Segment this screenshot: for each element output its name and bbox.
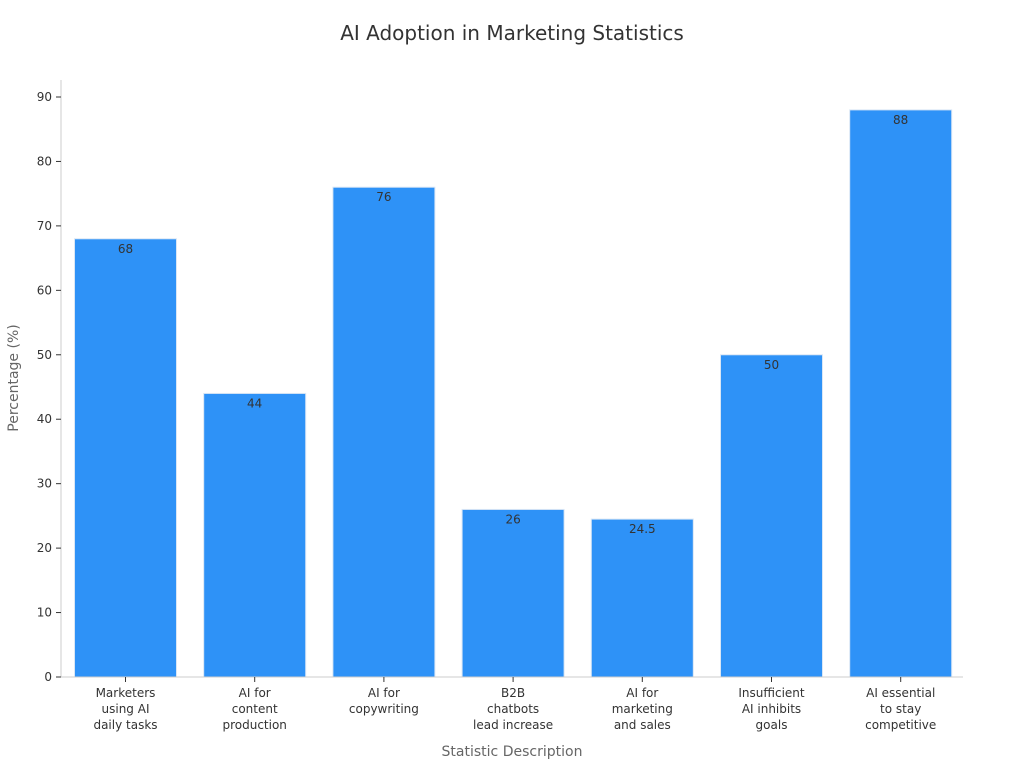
y-tick-label: 30 xyxy=(37,477,52,491)
y-tick-label: 70 xyxy=(37,219,52,233)
bar xyxy=(720,354,823,678)
y-tick-label: 90 xyxy=(37,90,52,104)
bar-value-label: 50 xyxy=(764,358,779,372)
bar xyxy=(849,109,953,678)
x-axis-title: Statistic Description xyxy=(442,744,583,760)
plot-area: 68 44 76 26 24.5 50 88 xyxy=(74,109,953,678)
x-tick-label: AI for marketing and sales xyxy=(612,686,673,732)
x-tick-label: Insufficient AI inhibits goals xyxy=(738,686,805,732)
bar xyxy=(203,392,307,678)
x-tick-label: AI essential to stay competitive xyxy=(865,686,936,732)
bar xyxy=(461,508,565,678)
bar-value-label: 76 xyxy=(376,190,391,204)
bar-value-label: 44 xyxy=(247,396,262,410)
bar xyxy=(74,238,177,678)
chart-title: AI Adoption in Marketing Statistics xyxy=(340,21,684,45)
bar-value-label: 24.5 xyxy=(629,522,656,536)
y-tick-label: 0 xyxy=(44,670,52,684)
x-tick-label: Marketers using AI daily tasks xyxy=(93,686,157,732)
y-axis-title: Percentage (%) xyxy=(6,324,22,431)
bar-value-label: 68 xyxy=(118,242,133,256)
bar xyxy=(590,518,694,678)
y-tick-label: 40 xyxy=(37,412,52,426)
bar-value-label: 26 xyxy=(505,512,520,526)
y-tick-label: 10 xyxy=(37,606,52,620)
x-tick-label: AI for content production xyxy=(222,686,286,732)
x-tick-label: B2B chatbots lead increase xyxy=(473,686,553,732)
bar xyxy=(332,186,436,678)
x-tick-label: AI for copywriting xyxy=(349,686,419,716)
y-tick-label: 60 xyxy=(37,283,52,297)
y-tick-label: 80 xyxy=(37,154,52,168)
y-tick-label: 20 xyxy=(37,541,52,555)
bar-value-label: 88 xyxy=(893,113,908,127)
y-tick-label: 50 xyxy=(37,348,52,362)
